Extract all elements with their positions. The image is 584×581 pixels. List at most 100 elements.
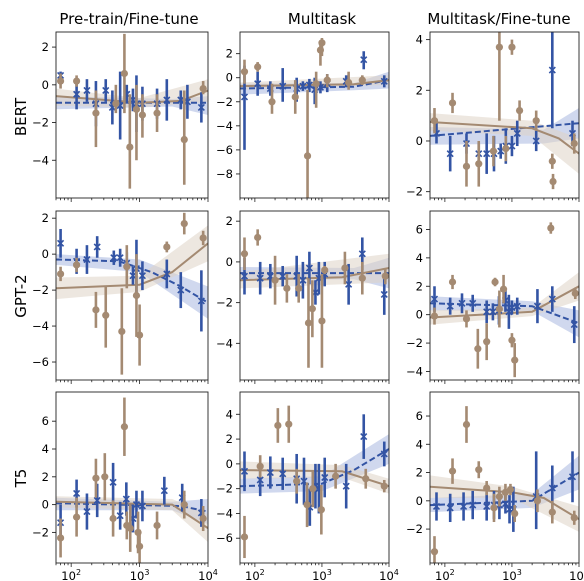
point-o-brown xyxy=(56,77,65,85)
point-o-brown xyxy=(462,315,471,323)
y-tick-label: 0 xyxy=(226,71,233,85)
point-o-brown xyxy=(321,266,329,274)
point-x-blue xyxy=(279,82,287,90)
point-x-blue xyxy=(116,254,124,262)
point-x-blue xyxy=(110,254,118,262)
y-tick-label: 2 xyxy=(42,211,49,225)
y-tick-label: 2 xyxy=(226,214,233,228)
point-o-brown xyxy=(318,39,326,47)
y-tick-label: −2 xyxy=(32,116,49,130)
y-tick-label: −4 xyxy=(216,336,233,350)
point-o-brown xyxy=(132,291,141,300)
point-o-brown xyxy=(240,533,249,541)
y-tick-label: −6 xyxy=(216,143,233,157)
point-x-blue xyxy=(430,295,439,303)
point-x-blue xyxy=(570,321,578,329)
axes-frame xyxy=(239,391,390,564)
point-x-blue xyxy=(446,504,454,512)
point-o-brown xyxy=(120,69,129,78)
point-x-blue xyxy=(380,290,388,299)
y-tick-label: 6 xyxy=(416,409,423,423)
y-tick-label: −4 xyxy=(406,364,423,378)
point-x-blue xyxy=(489,308,497,316)
x-tick-label: 104 xyxy=(198,568,218,581)
axes-frame xyxy=(55,210,209,381)
panel-t5-1: 6 4 2 0 −2 102 103 104 xyxy=(32,391,218,581)
y-tick-label: 4 xyxy=(416,251,423,265)
point-o-brown xyxy=(240,250,249,258)
col-title-2: Multitask xyxy=(288,10,357,28)
point-x-blue xyxy=(483,150,491,158)
point-o-brown xyxy=(120,423,129,431)
point-x-blue xyxy=(469,501,477,509)
point-o-brown xyxy=(502,144,510,153)
point-o-brown xyxy=(312,80,320,88)
point-o-brown xyxy=(571,289,579,297)
y-tick-label: −2 xyxy=(32,525,49,539)
point-o-brown xyxy=(570,139,578,148)
panel-gpt-2-2: 2 0 −2 −4 xyxy=(216,210,390,384)
point-o-brown xyxy=(303,501,311,509)
x-tick-label: 103 xyxy=(312,568,332,581)
point-o-brown xyxy=(475,466,483,474)
point-x-blue xyxy=(109,478,117,486)
point-o-brown xyxy=(358,274,366,282)
point-o-brown xyxy=(515,106,524,115)
plot-area xyxy=(56,397,208,563)
axes-frame xyxy=(429,210,580,381)
point-x-blue xyxy=(240,272,249,280)
point-o-brown xyxy=(304,319,313,327)
point-x-blue xyxy=(83,255,91,264)
point-x-blue xyxy=(240,93,249,101)
point-x-blue xyxy=(469,299,477,307)
x-tick-label: 103 xyxy=(502,568,522,581)
point-x-blue xyxy=(138,502,146,510)
y-tick-label: 0 xyxy=(226,255,233,269)
point-x-blue xyxy=(197,297,205,305)
point-x-blue xyxy=(532,137,540,145)
point-x-blue xyxy=(305,264,313,272)
plot-area xyxy=(430,222,579,378)
y-tick-label: −4 xyxy=(216,119,233,133)
panel-bert-3: 4 2 0 −2 xyxy=(406,31,580,202)
y-tick-label: 0 xyxy=(42,247,49,261)
point-o-brown xyxy=(358,76,366,84)
point-o-brown xyxy=(285,420,293,428)
point-x-blue xyxy=(299,82,307,90)
point-o-brown xyxy=(199,84,207,93)
fit-line-brown xyxy=(56,89,208,104)
y-tick-label: 2 xyxy=(42,40,49,54)
y-tick-label: 0 xyxy=(416,308,423,322)
point-o-brown xyxy=(380,482,388,490)
point-o-brown xyxy=(345,78,353,87)
y-tick-label: −4 xyxy=(216,506,233,520)
plot-area xyxy=(240,38,389,198)
point-o-brown xyxy=(153,521,161,530)
point-o-brown xyxy=(448,99,457,107)
y-tick-label: −2 xyxy=(406,336,423,350)
point-o-brown xyxy=(332,472,340,480)
point-o-brown xyxy=(570,514,578,522)
x-tick-label: 102 xyxy=(61,568,81,581)
point-o-brown xyxy=(102,311,110,319)
plot-area xyxy=(430,32,579,190)
fit-line-blue xyxy=(56,258,208,304)
point-o-brown xyxy=(283,284,291,292)
point-o-brown xyxy=(126,143,134,151)
col-title-1: Pre-train/Fine-tune xyxy=(59,10,198,28)
point-x-blue xyxy=(122,495,130,503)
point-o-brown xyxy=(323,76,331,84)
point-o-brown xyxy=(317,506,325,514)
point-o-brown xyxy=(295,284,303,292)
point-o-brown xyxy=(309,485,317,493)
axes-frame xyxy=(429,391,580,564)
point-o-brown xyxy=(462,162,471,170)
y-tick-label: 0 xyxy=(416,494,423,508)
y-tick-label: −4 xyxy=(32,319,49,333)
point-x-blue xyxy=(240,467,249,475)
y-tick-label: 4 xyxy=(42,442,49,456)
point-x-blue xyxy=(177,96,185,104)
point-x-blue xyxy=(548,484,556,492)
point-o-brown xyxy=(199,514,207,523)
point-o-brown xyxy=(72,261,81,269)
